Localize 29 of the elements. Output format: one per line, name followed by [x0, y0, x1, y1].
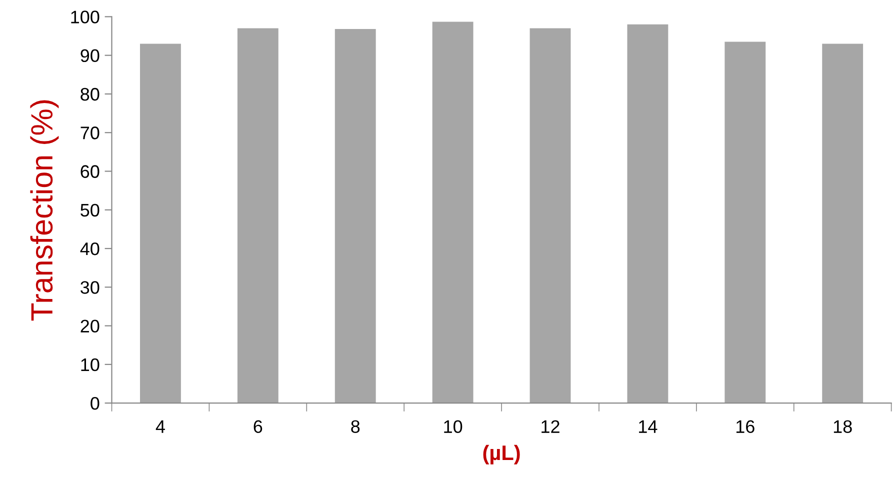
y-tick-label: 40 — [80, 242, 100, 256]
x-tick-label: 6 — [254, 420, 262, 433]
y-tick-label: 70 — [80, 126, 100, 140]
bar — [432, 22, 474, 404]
x-tick-label: 18 — [834, 420, 852, 433]
x-tick-label: 10 — [444, 420, 462, 433]
bar — [822, 44, 864, 404]
y-tick-label: 0 — [90, 397, 100, 410]
bar — [530, 28, 571, 404]
y-tick-label: 50 — [80, 204, 100, 217]
y-tick-label: 20 — [80, 320, 100, 333]
bar — [334, 29, 376, 404]
bar — [237, 28, 278, 404]
y-tick-label: 30 — [80, 281, 100, 294]
x-tick-label: 12 — [542, 420, 560, 433]
x-tick-label: 14 — [639, 420, 658, 433]
y-tick-label: 100 — [71, 10, 100, 24]
y-tick-label: 80 — [80, 88, 100, 101]
y-tick-label: 10 — [81, 358, 100, 372]
bar — [140, 44, 181, 404]
y-tick-label: 90 — [80, 49, 100, 62]
x-tick-label: 16 — [736, 420, 754, 433]
x-tick-label: 8 — [351, 420, 360, 433]
y-axis-title: Transfection (%) — [30, 100, 59, 321]
x-axis-title: (µL) — [483, 444, 520, 464]
x-tick-label: 4 — [156, 420, 165, 433]
bar — [724, 42, 766, 404]
y-tick-label: 60 — [80, 165, 100, 178]
bar — [627, 24, 668, 404]
